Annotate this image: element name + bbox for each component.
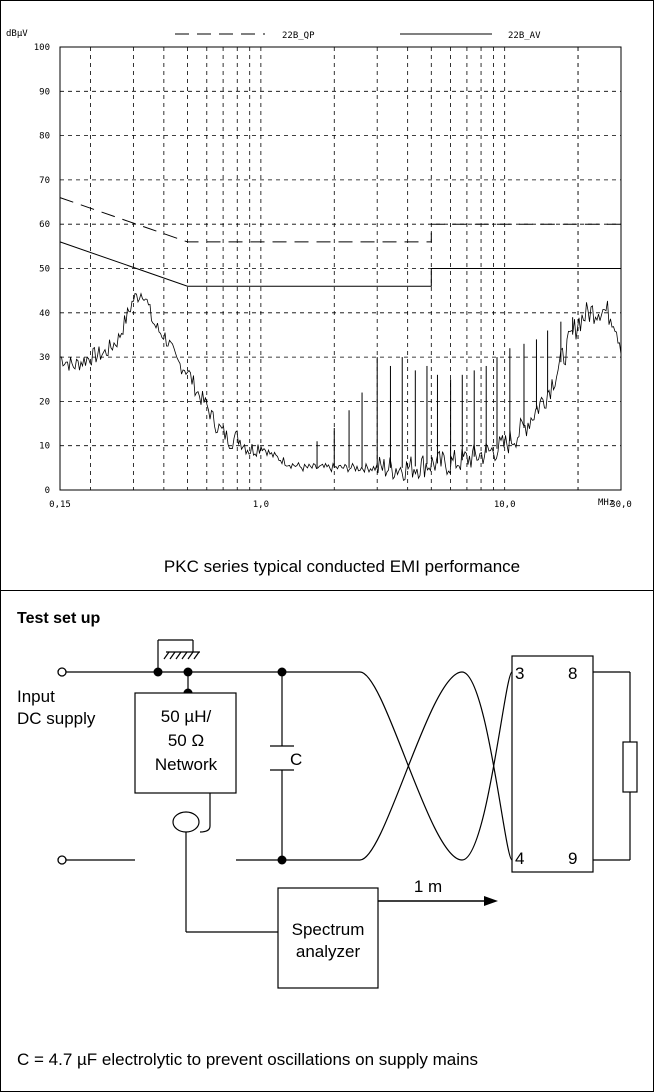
chart-caption: PKC series typical conducted EMI perform… [164,557,520,576]
y-tick-label: 0 [45,486,50,496]
x-tick-label: 1,0 [253,500,269,510]
y-tick-label: 80 [39,132,50,142]
limit-line-22b-qp [59,197,621,243]
y-tick-label: 30 [39,353,50,363]
y-tick-label: 20 [39,397,50,407]
tick-labels: 0 10 20 30 40 50 60 70 80 90 100 0,15 1,0 10,0 30,0 [34,43,632,510]
section-divider [0,590,654,591]
limit-lines [59,197,621,287]
y-tick-label: 70 [39,176,50,186]
y-tick-label: 90 [39,87,50,97]
measured-trace [59,292,622,482]
y-tick-label: 60 [39,220,50,230]
y-tick-label: 10 [39,442,50,452]
x-tick-label: 0,15 [49,500,71,510]
x-tick-label: 10,0 [494,500,516,510]
legend-av-label: 22B_AV [508,31,541,41]
legend-qp-label: 22B_QP [282,31,315,41]
y-tick-label: 50 [39,265,50,275]
legend: 22B_QP 22B_AV [175,31,541,41]
measured-series [59,292,622,482]
x-tick-label: 30,0 [610,500,632,510]
limit-line-22b-av [59,241,621,287]
y-tick-label: 100 [34,43,50,53]
x-axis-unit: MHz [598,498,614,508]
emi-chart: 0 10 20 30 40 50 60 70 80 90 100 0,15 1,0 10,0 30,0 dB… [6,29,632,576]
y-tick-label: 40 [39,309,50,319]
y-axis-label: dBµV [6,29,28,39]
